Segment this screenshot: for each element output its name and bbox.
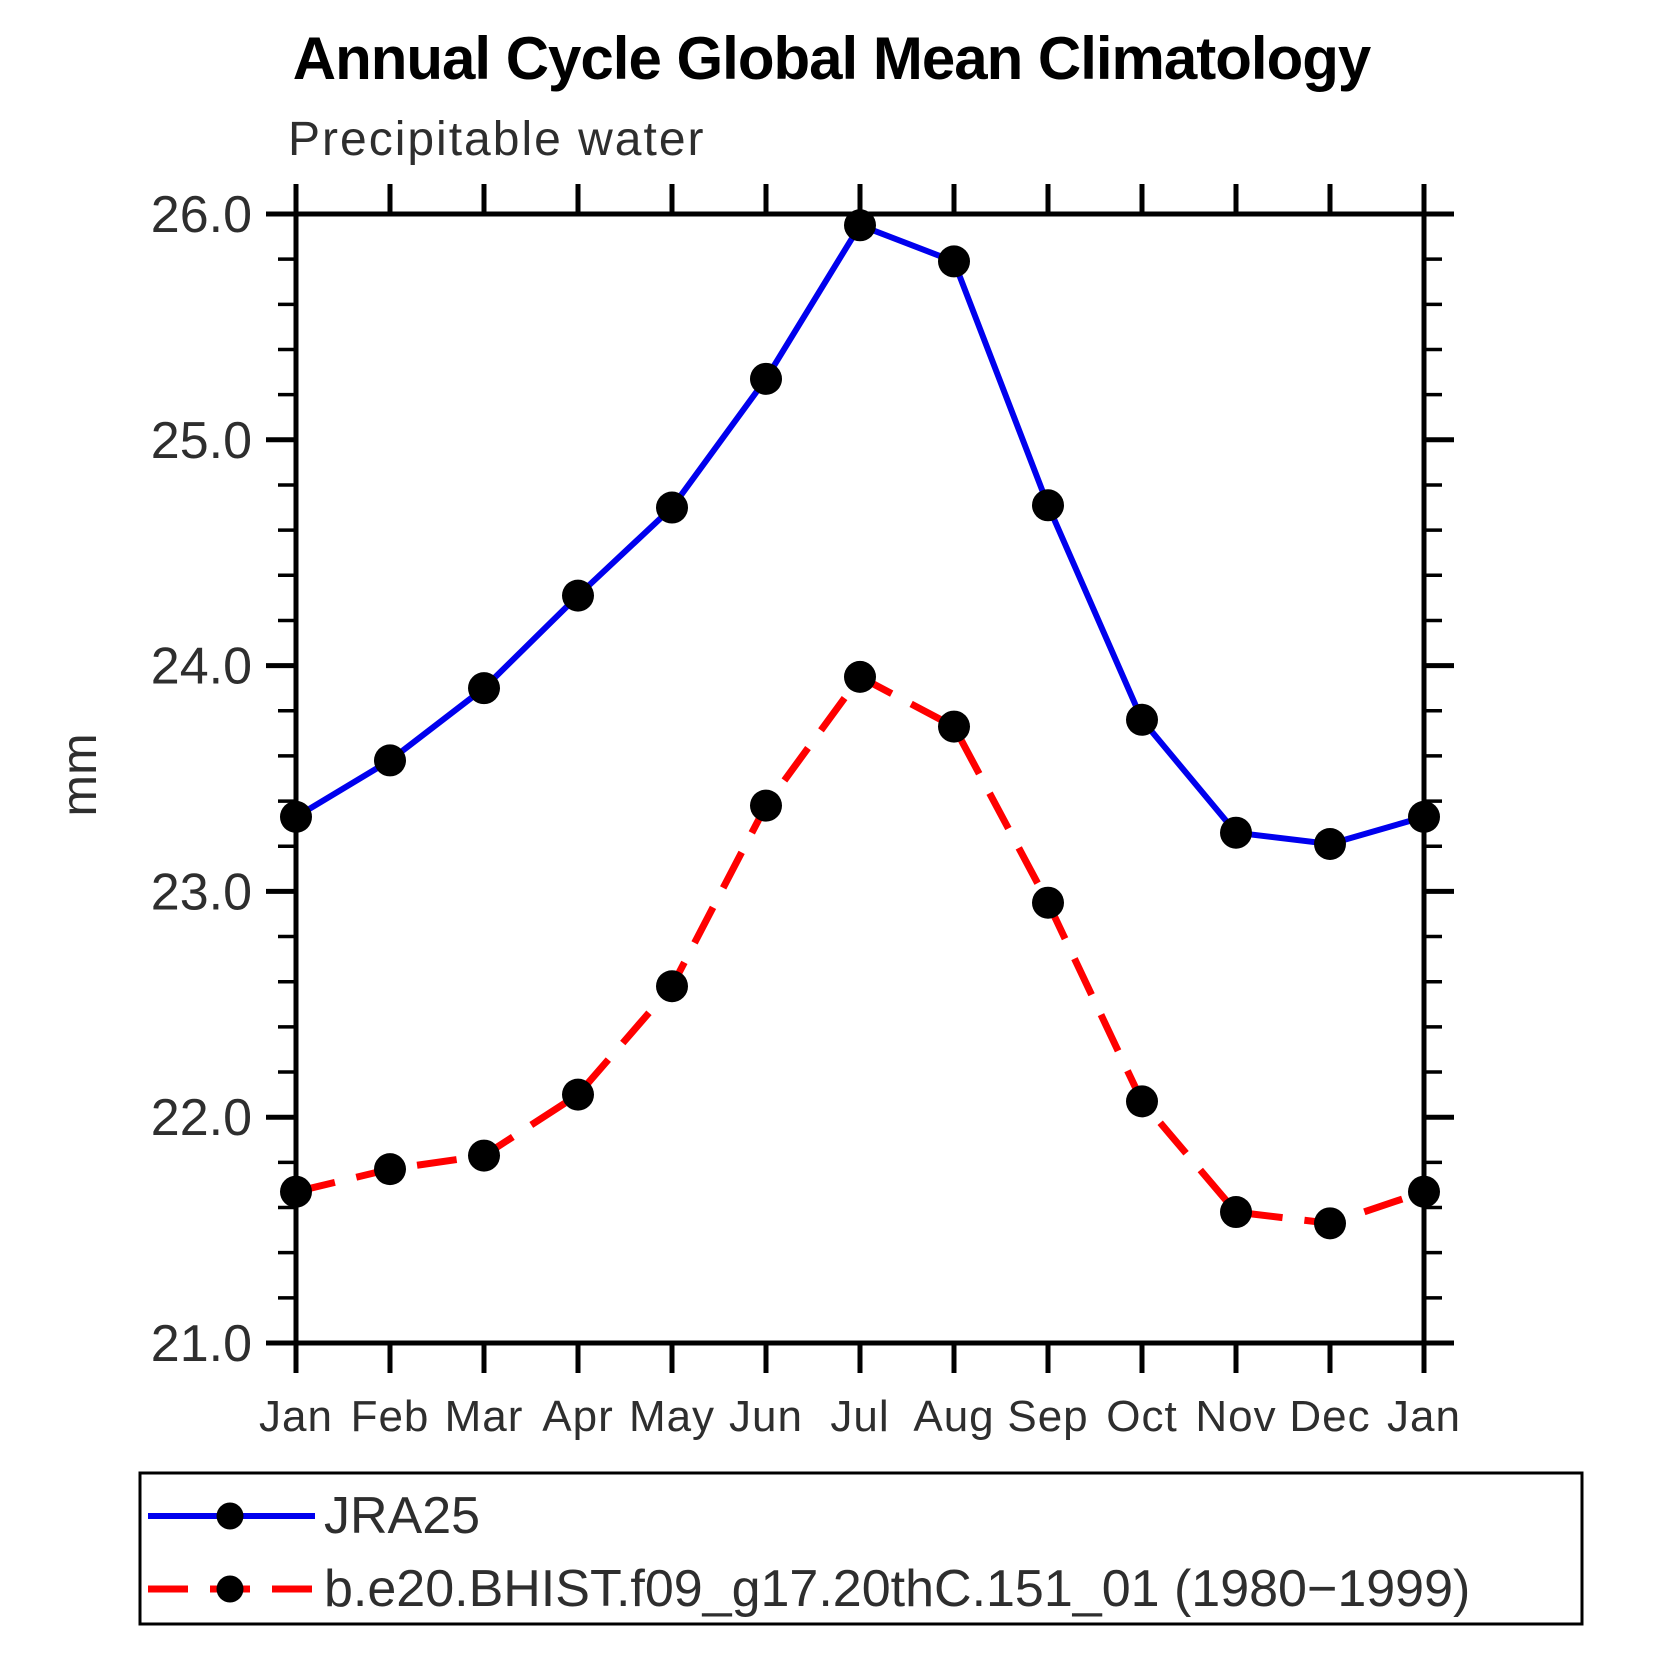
x-tick-label: Nov <box>1195 1392 1276 1441</box>
y-tick-label: 25.0 <box>151 412 252 470</box>
x-tick-label: Jan <box>1387 1392 1461 1441</box>
series-0-marker <box>938 245 970 278</box>
legend-box <box>138 1471 1584 1626</box>
series-0-line <box>294 221 1425 848</box>
series-1-marker <box>938 710 970 743</box>
y-tick-label: 26.0 <box>151 186 252 244</box>
chart-subtitle: Precipitable water <box>288 113 706 166</box>
series-0-marker <box>280 800 312 833</box>
series-0-marker <box>844 209 876 242</box>
legend-label-0: JRA25 <box>324 1487 480 1545</box>
series-0-marker <box>1408 800 1440 833</box>
y-tick-label: 23.0 <box>151 863 252 921</box>
y-tick-label: 21.0 <box>151 1315 252 1373</box>
series-0-marker <box>656 491 688 524</box>
chart-title: Annual Cycle Global Mean Climatology <box>292 25 1372 92</box>
series-1-marker <box>1220 1196 1252 1229</box>
series-1-marker <box>1408 1175 1440 1208</box>
x-tick-label: Oct <box>1106 1392 1177 1441</box>
x-tick-label: Dec <box>1289 1392 1370 1441</box>
x-tick-label: Sep <box>1007 1392 1088 1441</box>
series-1-line <box>295 672 1426 1227</box>
x-tick-label: Jul <box>830 1392 889 1441</box>
legend-marker-1 <box>216 1575 244 1603</box>
series-1-marker <box>1032 886 1064 919</box>
legend-label-1: b.e20.BHIST.f09_g17.20thC.151_01 (1980−1… <box>324 1560 1470 1618</box>
series-1-marker <box>562 1078 594 1111</box>
series-1-marker <box>1314 1207 1346 1240</box>
series-1-marker <box>468 1139 500 1172</box>
x-tick-label: Aug <box>913 1392 994 1441</box>
series-0-marker <box>1220 816 1252 849</box>
x-tick-label: May <box>629 1392 715 1441</box>
legend-marker-0 <box>216 1502 244 1530</box>
x-tick-label: Mar <box>445 1392 524 1441</box>
series-0-marker <box>468 672 500 705</box>
x-tick-label: Jan <box>259 1392 333 1441</box>
series-1-marker <box>656 970 688 1003</box>
plot-border <box>293 211 1427 1346</box>
series-0-marker <box>1126 703 1158 736</box>
series-0-marker <box>750 362 782 395</box>
series-1-marker <box>374 1153 406 1186</box>
x-tick-label: Jun <box>729 1392 803 1441</box>
x-tick-label: Apr <box>542 1392 613 1441</box>
y-tick-label: 22.0 <box>151 1089 252 1147</box>
x-tick-label: Feb <box>351 1392 430 1441</box>
series-1-marker <box>750 789 782 822</box>
series-1-marker <box>280 1175 312 1208</box>
series-0-marker <box>562 579 594 612</box>
series-1-marker <box>1126 1085 1158 1118</box>
series-0-marker <box>1314 827 1346 860</box>
series-1-marker <box>844 660 876 693</box>
series-0-marker <box>374 744 406 777</box>
series-0-marker <box>1032 489 1064 522</box>
y-tick-label: 24.0 <box>151 638 252 696</box>
